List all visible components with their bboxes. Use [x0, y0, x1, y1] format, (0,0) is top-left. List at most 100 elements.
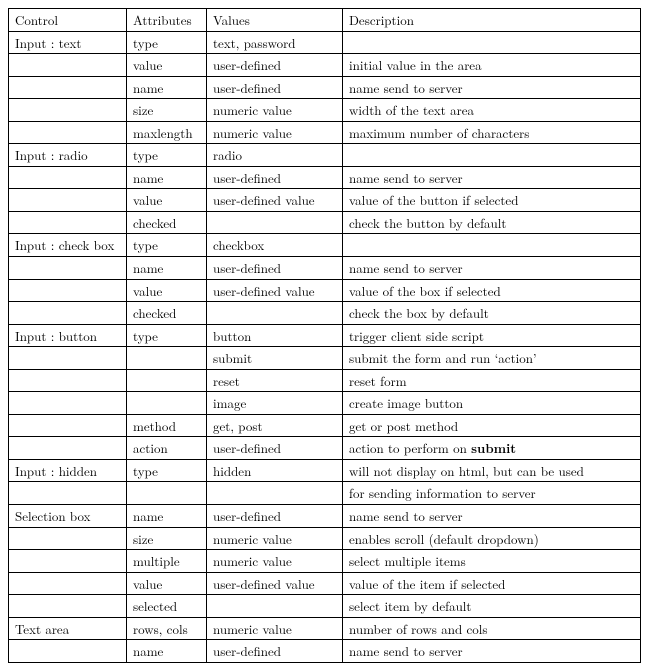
- cell-control: [9, 572, 127, 595]
- table-row: valueuser-defined valuevalue of the butt…: [9, 189, 641, 212]
- cell-values: text, password: [207, 31, 343, 54]
- cell-attributes: type: [127, 234, 207, 257]
- cell-control: [9, 347, 127, 370]
- cell-values: user-defined: [207, 54, 343, 77]
- cell-attributes: method: [127, 414, 207, 437]
- cell-control: [9, 437, 127, 460]
- cell-description: enables scroll (default dropdown): [343, 527, 641, 550]
- cell-control: [9, 527, 127, 550]
- col-values: Values: [207, 9, 343, 32]
- cell-values: hidden: [207, 459, 343, 482]
- cell-description: initial value in the area: [343, 54, 641, 77]
- cell-values: [207, 211, 343, 234]
- table-row: submitsubmit the form and run ‘action’: [9, 347, 641, 370]
- cell-values: numeric value: [207, 527, 343, 550]
- cell-values: checkbox: [207, 234, 343, 257]
- cell-control: Input : text: [9, 31, 127, 54]
- cell-values: button: [207, 324, 343, 347]
- cell-description: name send to server: [343, 640, 641, 663]
- cell-attributes: [127, 369, 207, 392]
- cell-attributes: checked: [127, 211, 207, 234]
- cell-values: submit: [207, 347, 343, 370]
- cell-control: [9, 369, 127, 392]
- cell-values: user-defined: [207, 257, 343, 280]
- cell-values: user-defined: [207, 640, 343, 663]
- cell-attributes: selected: [127, 595, 207, 618]
- cell-attributes: [127, 392, 207, 415]
- cell-attributes: name: [127, 166, 207, 189]
- cell-description: value of the button if selected: [343, 189, 641, 212]
- cell-control: [9, 302, 127, 325]
- cell-control: [9, 550, 127, 573]
- cell-values: user-defined value: [207, 572, 343, 595]
- table-row: checkedcheck the button by default: [9, 211, 641, 234]
- cell-attributes: multiple: [127, 550, 207, 573]
- cell-control: Input : button: [9, 324, 127, 347]
- table-row: multiplenumeric valueselect multiple ite…: [9, 550, 641, 573]
- cell-description: width of the text area: [343, 99, 641, 122]
- cell-attributes: [127, 482, 207, 505]
- table-row: Input : texttypetext, password: [9, 31, 641, 54]
- table-row: Input : radiotyperadio: [9, 144, 641, 167]
- table-body: Input : texttypetext, passwordvalueuser-…: [9, 31, 641, 662]
- cell-control: [9, 211, 127, 234]
- cell-control: Selection box: [9, 505, 127, 528]
- bold-term: submit: [471, 438, 516, 457]
- cell-control: [9, 257, 127, 280]
- cell-attributes: maxlength: [127, 121, 207, 144]
- table-row: Input : buttontypebuttontrigger client s…: [9, 324, 641, 347]
- cell-description: [343, 31, 641, 54]
- cell-attributes: value: [127, 189, 207, 212]
- cell-values: image: [207, 392, 343, 415]
- cell-control: [9, 189, 127, 212]
- cell-description: name send to server: [343, 505, 641, 528]
- table-row: checkedcheck the box by default: [9, 302, 641, 325]
- table-row: valueuser-defined valuevalue of the item…: [9, 572, 641, 595]
- cell-control: Input : radio: [9, 144, 127, 167]
- cell-values: radio: [207, 144, 343, 167]
- cell-attributes: size: [127, 527, 207, 550]
- table-row: valueuser-definedinitial value in the ar…: [9, 54, 641, 77]
- cell-description: name send to server: [343, 76, 641, 99]
- cell-attributes: rows, cols: [127, 617, 207, 640]
- cell-values: reset: [207, 369, 343, 392]
- cell-description: [343, 144, 641, 167]
- table-row: nameuser-definedname send to server: [9, 166, 641, 189]
- cell-description: value of the item if selected: [343, 572, 641, 595]
- table-row: maxlengthnumeric valuemaximum number of …: [9, 121, 641, 144]
- cell-description: select item by default: [343, 595, 641, 618]
- cell-attributes: value: [127, 279, 207, 302]
- cell-description: select multiple items: [343, 550, 641, 573]
- cell-control: [9, 54, 127, 77]
- cell-values: user-defined: [207, 437, 343, 460]
- cell-values: user-defined: [207, 76, 343, 99]
- table-row: resetreset form: [9, 369, 641, 392]
- table-row: methodget, postget or post method: [9, 414, 641, 437]
- table-row: Input : hiddentypehiddenwill not display…: [9, 459, 641, 482]
- cell-control: [9, 482, 127, 505]
- cell-attributes: name: [127, 640, 207, 663]
- table-row: imagecreate image button: [9, 392, 641, 415]
- cell-values: numeric value: [207, 550, 343, 573]
- cell-values: [207, 302, 343, 325]
- cell-description: value of the box if selected: [343, 279, 641, 302]
- cell-description: will not display on html, but can be use…: [343, 459, 641, 482]
- cell-description: check the box by default: [343, 302, 641, 325]
- cell-values: user-defined value: [207, 189, 343, 212]
- cell-control: [9, 76, 127, 99]
- cell-attributes: type: [127, 144, 207, 167]
- cell-description: trigger client side script: [343, 324, 641, 347]
- cell-control: Input : check box: [9, 234, 127, 257]
- table-header-row: Control Attributes Values Description: [9, 9, 641, 32]
- col-control: Control: [9, 9, 127, 32]
- cell-values: get, post: [207, 414, 343, 437]
- table-row: Text arearows, colsnumeric valuenumber o…: [9, 617, 641, 640]
- cell-control: Text area: [9, 617, 127, 640]
- table-row: nameuser-definedname send to server: [9, 76, 641, 99]
- cell-description: create image button: [343, 392, 641, 415]
- table-row: actionuser-definedaction to perform on s…: [9, 437, 641, 460]
- cell-values: numeric value: [207, 617, 343, 640]
- cell-description: action to perform on submit: [343, 437, 641, 460]
- cell-control: [9, 99, 127, 122]
- cell-attributes: value: [127, 572, 207, 595]
